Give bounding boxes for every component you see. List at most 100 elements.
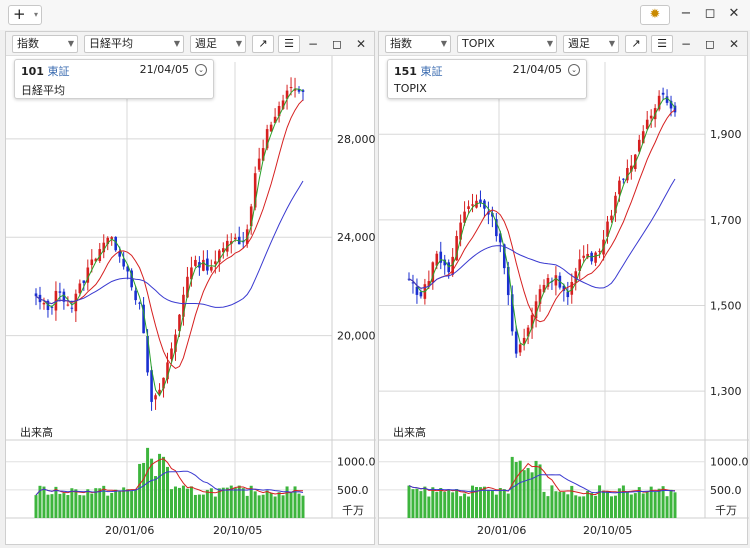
candle-body [594,252,597,263]
symbol-select[interactable]: 日経平均 ▼ [84,35,184,53]
minimize-window-button[interactable]: − [680,6,692,21]
volume-bar [98,488,102,518]
volume-bar [102,485,106,518]
candle-body [277,106,281,117]
volume-bar [293,486,297,518]
panel-close-button[interactable]: ✕ [728,37,740,51]
volume-bar [58,493,62,518]
candle-body [186,276,189,298]
volume-bar [574,495,578,518]
symbol-select[interactable]: TOPIX ▼ [457,35,557,53]
volume-bar [606,490,610,518]
volume-bar [518,460,522,518]
category-select[interactable]: 指数 ▼ [12,35,78,53]
volume-bar [602,490,606,518]
volume-bar [166,466,170,518]
menu-button[interactable]: ☰ [651,35,673,53]
volume-bar [142,462,146,518]
candle-body [606,221,609,237]
candle-body [626,168,629,181]
ma-mid-line [35,99,304,369]
volume-bar [118,490,122,518]
volume-bar [617,488,621,518]
volume-bar [609,496,613,518]
exchange-label: 東証 [47,65,70,78]
candle-body [574,271,578,283]
candle-body [479,199,482,204]
candle-body [578,259,582,271]
candle-body [106,237,110,245]
info-date: 21/04/05 [139,63,189,76]
candle-body [645,119,649,129]
candle-body [102,242,106,253]
add-window-button[interactable]: + ▾ [8,5,42,25]
volume-bar [217,488,221,518]
menu-button[interactable]: ☰ [278,35,300,53]
panel-maximize-button[interactable]: ◻ [332,37,342,51]
symbol-value: 日経平均 [89,37,133,50]
volume-bar [185,488,189,518]
candle-body [94,258,98,262]
volume-bar [169,489,173,518]
volume-bar [189,486,193,518]
volume-bar [582,496,586,518]
candle-body [126,266,129,272]
candle-body [245,229,249,244]
panel-minimize-button[interactable]: − [307,37,319,51]
candle-body [253,173,257,208]
candle-body [54,290,58,311]
chevron-down-icon: ▼ [67,39,74,48]
candle-body [210,267,213,271]
volume-bar [443,491,447,518]
volume-bar [261,494,265,518]
volume-bar [277,492,281,518]
volume-bar [625,492,629,518]
volume-bar [205,489,209,518]
volume-bar [407,485,411,518]
volume-bar [498,488,502,518]
panel-maximize-button[interactable]: ◻ [705,37,715,51]
candle-body [134,290,137,301]
popout-button[interactable]: ↗ [252,35,274,53]
close-window-button[interactable]: ✕ [728,6,740,21]
y-tick-label: 20,000 [337,330,376,343]
arrow-up-right-icon: ↗ [258,37,268,50]
volume-bar [411,489,415,518]
settings-gear-button[interactable]: ✹ [640,5,670,25]
chevron-circle-icon[interactable]: ⌄ [195,64,207,76]
chevron-circle-icon[interactable]: ⌄ [568,64,580,76]
maximize-window-button[interactable]: ◻ [704,6,716,21]
panel-minimize-button[interactable]: − [680,37,692,51]
gear-icon: ✹ [649,7,661,22]
volume-bar [134,489,138,518]
period-select[interactable]: 週足 ▼ [563,35,619,53]
candle-body [669,100,673,109]
period-select[interactable]: 週足 ▼ [190,35,246,53]
candle-body [522,337,526,344]
candle-body [249,206,253,227]
candle-body [427,281,431,287]
volume-bar [201,494,205,518]
candle-body [510,294,514,332]
symbol-info-box: 101 東証 21/04/05 ⌄ 日経平均 [14,59,214,99]
ma-short-line [35,88,304,397]
volume-bar [158,453,162,518]
volume-bar [534,460,538,518]
candle-body [170,348,173,360]
volume-bar [633,493,637,518]
volume-bar [82,495,86,518]
popout-button[interactable]: ↗ [625,35,647,53]
volume-bar [173,486,177,518]
volume-bar [538,464,542,518]
panel-close-button[interactable]: ✕ [355,37,367,51]
symbol-name: 日経平均 [21,84,65,97]
category-select[interactable]: 指数 ▼ [385,35,451,53]
volume-bar [114,489,118,518]
volume-bar [455,489,459,518]
volume-bar [94,488,98,518]
y-tick-label: 24,000 [337,231,376,244]
symbol-code: 151 [394,65,417,78]
volume-bar [502,489,506,518]
